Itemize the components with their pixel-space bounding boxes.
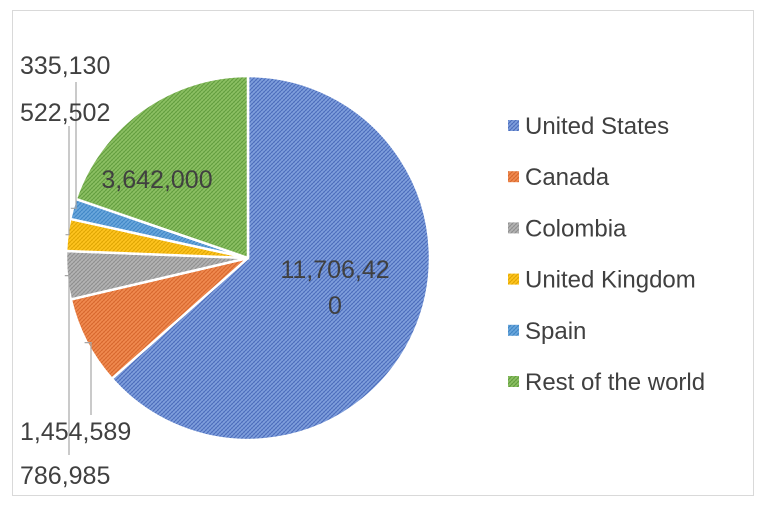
pie-slice-united-states — [110, 74, 432, 442]
leader-line-canada — [84, 342, 92, 415]
legend-swatch — [508, 120, 519, 131]
legend-swatch — [508, 222, 519, 234]
legend-label: Spain — [525, 318, 586, 345]
data-label-united-states: 11,706,42 0 — [280, 256, 389, 320]
legend-swatch — [508, 376, 519, 387]
legend-label: Canada — [525, 164, 610, 191]
legend-label: United States — [525, 113, 669, 140]
legend-item-spain: Spain — [508, 318, 586, 345]
data-label-canada: 1,454,589 — [20, 418, 131, 446]
legend-label: United Kingdom — [525, 267, 696, 294]
legend-label: Colombia — [525, 215, 627, 242]
legend-label: Rest of the world — [525, 369, 705, 396]
data-label-united-kingdom: 522,502 — [20, 99, 110, 127]
pie-slice-rest-of-the-world — [74, 74, 250, 260]
pie-slice-canada — [69, 256, 249, 381]
data-label-colombia: 786,985 — [20, 462, 110, 490]
leader-line-united-kingdom — [65, 126, 70, 236]
legend-item-united-kingdom: United Kingdom — [508, 267, 696, 294]
data-label-spain: 335,130 — [20, 52, 110, 80]
leader-line-colombia — [64, 275, 70, 455]
legend-swatch — [508, 171, 519, 183]
legend-item-colombia: Colombia — [508, 215, 627, 242]
legend-item-united-states: United States — [508, 113, 669, 140]
legend-swatch — [508, 324, 519, 336]
legend-item-canada: Canada — [508, 164, 610, 191]
legend-swatch — [508, 273, 519, 285]
data-label-rest-of-the-world: 3,642,000 — [101, 166, 212, 194]
legend-item-rest-of-the-world: Rest of the world — [508, 369, 705, 396]
leader-line-spain — [70, 82, 77, 209]
